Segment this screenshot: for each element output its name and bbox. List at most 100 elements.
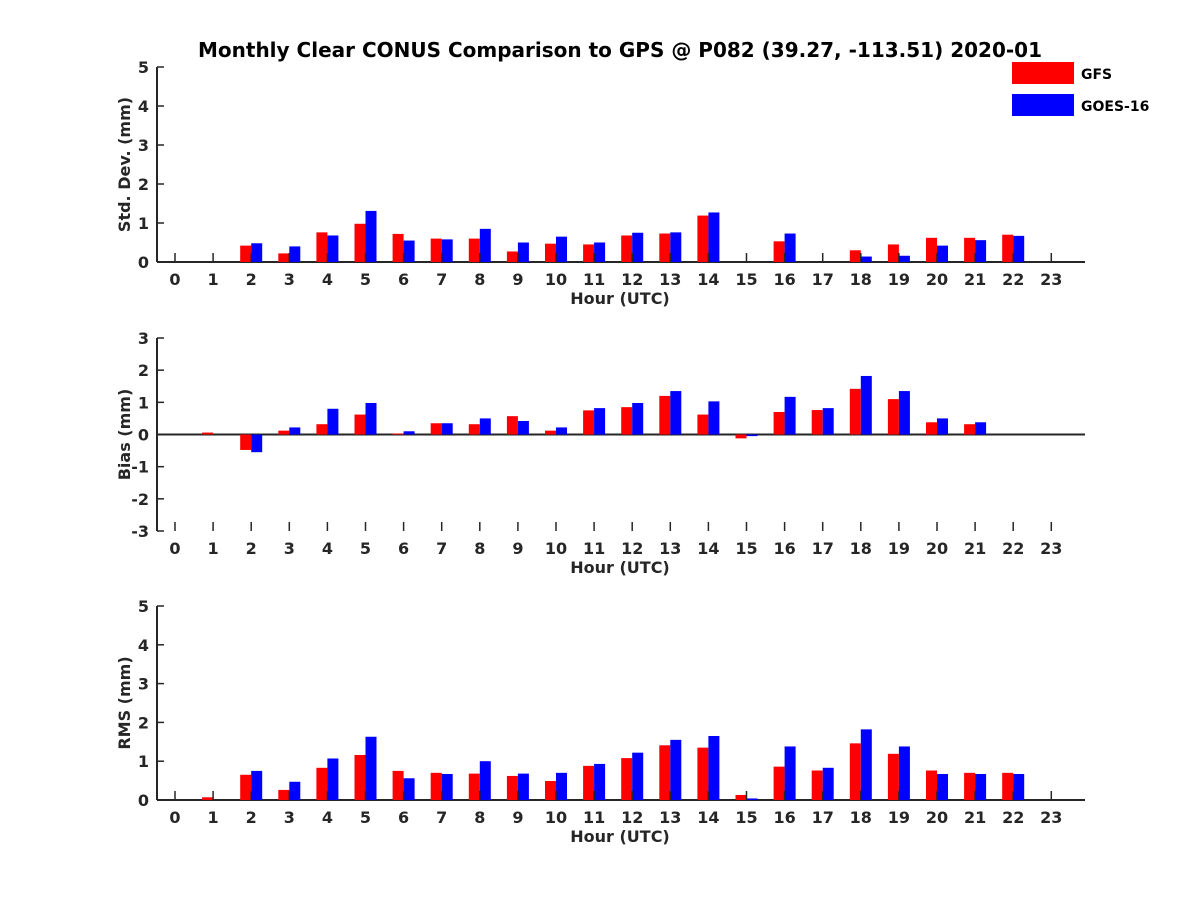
x-tick-label: 0 xyxy=(169,270,180,289)
y-axis-label: RMS (mm) xyxy=(115,656,134,749)
bar-goes16-6 xyxy=(403,778,415,800)
bar-goes16-18 xyxy=(860,729,872,800)
y-tick-label: 3 xyxy=(138,329,149,348)
x-axis-label: Hour (UTC) xyxy=(570,558,670,577)
y-tick-label: -1 xyxy=(131,458,149,477)
x-tick-label: 15 xyxy=(735,808,757,827)
x-tick-label: 3 xyxy=(284,808,295,827)
x-tick-label: 23 xyxy=(1040,270,1062,289)
bar-gfs-1 xyxy=(202,432,214,435)
bar-gfs-19 xyxy=(887,753,899,800)
bar-goes16-11 xyxy=(594,408,606,435)
bar-goes16-9 xyxy=(517,420,529,435)
bar-goes16-9 xyxy=(517,773,529,800)
y-tick-label: 0 xyxy=(138,253,149,272)
bar-gfs-15 xyxy=(735,434,747,439)
x-tick-label: 16 xyxy=(773,270,795,289)
bar-goes16-7 xyxy=(441,423,453,435)
x-tick-label: 12 xyxy=(621,270,643,289)
legend-swatch-gfs xyxy=(1012,62,1074,84)
bar-gfs-22 xyxy=(1002,234,1014,262)
legend-label-gfs: GFS xyxy=(1081,67,1112,83)
bar-gfs-12 xyxy=(621,407,633,435)
x-tick-label: 4 xyxy=(322,808,333,827)
bar-gfs-5 xyxy=(354,223,366,262)
bar-gfs-20 xyxy=(926,422,937,435)
bar-gfs-14 xyxy=(697,747,709,800)
bar-gfs-6 xyxy=(392,433,404,435)
x-tick-label: 9 xyxy=(512,270,523,289)
bar-goes16-12 xyxy=(632,232,644,262)
bar-gfs-8 xyxy=(468,773,480,800)
bar-goes16-17 xyxy=(822,408,834,435)
x-tick-label: 0 xyxy=(169,539,180,558)
bar-goes16-12 xyxy=(632,752,644,800)
y-tick-label: 2 xyxy=(138,713,149,732)
x-tick-label: 5 xyxy=(360,270,371,289)
bar-goes16-7 xyxy=(441,239,453,262)
y-tick-label: 4 xyxy=(138,636,149,655)
bar-goes16-10 xyxy=(556,427,567,435)
x-tick-label: 8 xyxy=(474,539,485,558)
bar-gfs-10 xyxy=(545,243,556,262)
x-tick-label: 16 xyxy=(773,539,795,558)
x-tick-label: 1 xyxy=(208,539,219,558)
x-tick-label: 10 xyxy=(545,808,567,827)
bar-gfs-7 xyxy=(430,238,442,262)
bar-gfs-18 xyxy=(849,388,861,435)
bar-goes16-14 xyxy=(708,401,720,435)
bar-gfs-9 xyxy=(506,775,518,800)
x-tick-label: 20 xyxy=(926,539,948,558)
x-tick-label: 14 xyxy=(697,808,719,827)
bar-goes16-22 xyxy=(1013,774,1025,800)
bar-goes16-11 xyxy=(594,763,606,800)
bar-goes16-8 xyxy=(479,761,491,800)
bar-gfs-6 xyxy=(392,233,404,262)
bar-goes16-2 xyxy=(251,243,263,262)
bar-gfs-21 xyxy=(964,772,976,800)
bar-gfs-21 xyxy=(964,237,976,262)
y-axis-label: Std. Dev. (mm) xyxy=(115,97,134,232)
x-tick-label: 19 xyxy=(888,539,910,558)
bar-goes16-4 xyxy=(327,235,339,262)
x-tick-label: 6 xyxy=(398,539,409,558)
y-tick-label: 1 xyxy=(138,752,149,771)
bar-goes16-19 xyxy=(898,391,910,435)
x-tick-label: 13 xyxy=(659,539,681,558)
bar-gfs-11 xyxy=(583,765,595,800)
x-tick-label: 7 xyxy=(436,270,447,289)
bar-goes16-19 xyxy=(898,255,910,262)
bar-gfs-6 xyxy=(392,770,404,800)
x-tick-label: 23 xyxy=(1040,808,1062,827)
x-tick-label: 12 xyxy=(621,808,643,827)
bar-gfs-5 xyxy=(354,414,366,435)
bar-goes16-6 xyxy=(403,240,415,262)
x-tick-label: 22 xyxy=(1002,808,1024,827)
y-tick-label: 0 xyxy=(138,426,149,445)
bar-goes16-14 xyxy=(708,735,720,800)
bar-goes16-16 xyxy=(784,233,796,262)
x-tick-label: 14 xyxy=(697,539,719,558)
x-tick-label: 16 xyxy=(773,808,795,827)
x-tick-label: 19 xyxy=(888,270,910,289)
bar-goes16-8 xyxy=(479,418,491,435)
bar-gfs-7 xyxy=(430,772,442,800)
x-tick-label: 6 xyxy=(398,808,409,827)
bar-gfs-15 xyxy=(735,794,747,800)
chart-title: Monthly Clear CONUS Comparison to GPS @ … xyxy=(198,38,1042,62)
x-tick-label: 4 xyxy=(322,539,333,558)
bar-goes16-16 xyxy=(784,746,796,800)
x-tick-label: 19 xyxy=(888,808,910,827)
bar-gfs-4 xyxy=(316,424,328,435)
bar-gfs-19 xyxy=(887,244,899,262)
bar-gfs-9 xyxy=(506,251,518,262)
x-tick-label: 3 xyxy=(284,539,295,558)
y-tick-label: -2 xyxy=(131,490,149,509)
x-tick-label: 11 xyxy=(583,539,605,558)
bar-gfs-17 xyxy=(811,770,823,800)
bar-goes16-17 xyxy=(822,767,834,800)
y-tick-label: 0 xyxy=(138,791,149,810)
